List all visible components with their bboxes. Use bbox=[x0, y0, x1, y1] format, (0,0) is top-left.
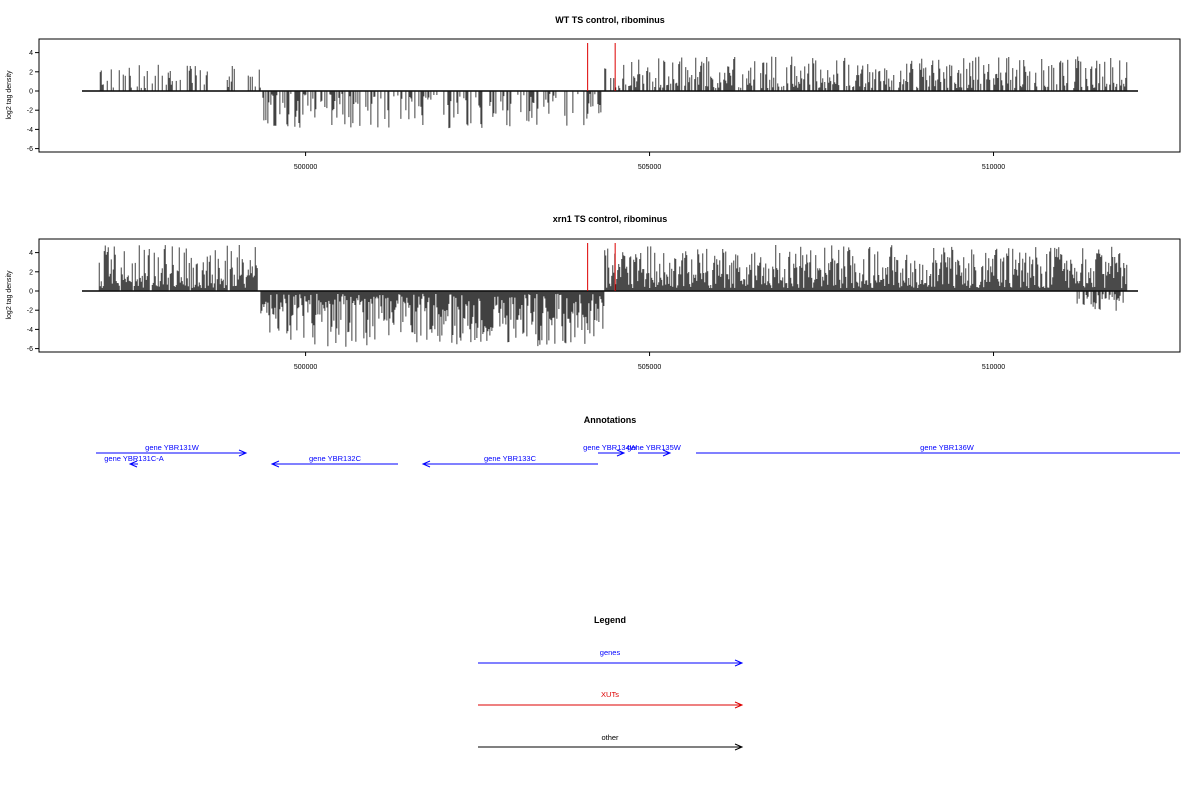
gene-label-ybr132c: gene YBR132C bbox=[309, 454, 362, 463]
legend-title: Legend bbox=[594, 615, 626, 625]
gene-ybr132c bbox=[270, 460, 398, 468]
y-tick-label: -2 bbox=[27, 308, 33, 315]
y-tick-label: 0 bbox=[29, 289, 33, 296]
xrn1-xut-markers bbox=[587, 243, 616, 291]
x-tick-label: 510000 bbox=[982, 164, 1005, 171]
legend-genes-arrow bbox=[478, 659, 744, 667]
x-tick-label: 505000 bbox=[638, 364, 661, 371]
wt-panel-frame bbox=[38, 38, 1181, 153]
legend-xuts-arrow bbox=[478, 701, 744, 709]
xrn1-x-axis: 500000 505000 510000 bbox=[294, 352, 1005, 371]
y-tick-label: 2 bbox=[29, 269, 33, 276]
x-tick-label: 505000 bbox=[638, 164, 661, 171]
legend: Legend genes XUTs other bbox=[478, 615, 744, 751]
annotations-track: Annotations gene YBR131W gene YBR131C-A … bbox=[96, 415, 1180, 468]
y-tick-label: -2 bbox=[27, 108, 33, 115]
annotations-title: Annotations bbox=[584, 415, 637, 425]
xrn1-bars bbox=[82, 245, 1138, 347]
wt-xut-markers bbox=[587, 43, 616, 91]
gene-label-ybr135w: gene YBR135W bbox=[627, 443, 682, 452]
legend-genes-label: genes bbox=[600, 648, 621, 657]
y-tick-label: -4 bbox=[27, 127, 33, 134]
gene-label-ybr131c-a: gene YBR131C-A bbox=[104, 454, 163, 463]
gene-ybr131c-a bbox=[128, 460, 138, 468]
legend-other-label: other bbox=[601, 733, 619, 742]
y-tick-label: -4 bbox=[27, 327, 33, 334]
xrn1-panel-title: xrn1 TS control, ribominus bbox=[553, 214, 668, 224]
xrn1-panel-frame bbox=[38, 238, 1181, 353]
y-tick-label: 4 bbox=[29, 50, 33, 57]
xrn1-y-axis-label: log2 tag density bbox=[6, 270, 13, 320]
y-tick-label: 4 bbox=[29, 250, 33, 257]
y-tick-label: 2 bbox=[29, 69, 33, 76]
y-tick-label: 0 bbox=[29, 89, 33, 96]
wt-bars bbox=[82, 56, 1138, 129]
gene-ybr131w bbox=[96, 449, 248, 457]
legend-xuts-label: XUTs bbox=[601, 690, 619, 699]
gene-label-ybr133c: gene YBR133C bbox=[484, 454, 537, 463]
xrn1-panel: xrn1 TS control, ribominus log2 tag dens… bbox=[6, 214, 1181, 371]
wt-y-axis: -6 -4 -2 0 2 4 bbox=[27, 50, 39, 153]
wt-panel-title: WT TS control, ribominus bbox=[555, 15, 665, 25]
xrn1-y-axis: -6 -4 -2 0 2 4 bbox=[27, 250, 39, 353]
y-tick-label: -6 bbox=[27, 146, 33, 153]
gene-ybr135w bbox=[638, 449, 672, 457]
x-tick-label: 510000 bbox=[982, 364, 1005, 371]
gene-label-ybr134w: gene YBR134W bbox=[583, 443, 638, 452]
x-tick-label: 500000 bbox=[294, 164, 317, 171]
wt-y-axis-label: log2 tag density bbox=[6, 70, 13, 120]
wt-panel: WT TS control, ribominus log2 tag densit… bbox=[6, 15, 1181, 171]
gene-ybr133c bbox=[421, 460, 598, 468]
wt-x-axis: 500000 505000 510000 bbox=[294, 152, 1005, 171]
gene-ybr134w bbox=[598, 449, 626, 457]
legend-other-arrow bbox=[478, 743, 744, 751]
gene-label-ybr131w: gene YBR131W bbox=[145, 443, 200, 452]
x-tick-label: 500000 bbox=[294, 364, 317, 371]
y-tick-label: -6 bbox=[27, 346, 33, 353]
gene-label-ybr136w: gene YBR136W bbox=[920, 443, 975, 452]
